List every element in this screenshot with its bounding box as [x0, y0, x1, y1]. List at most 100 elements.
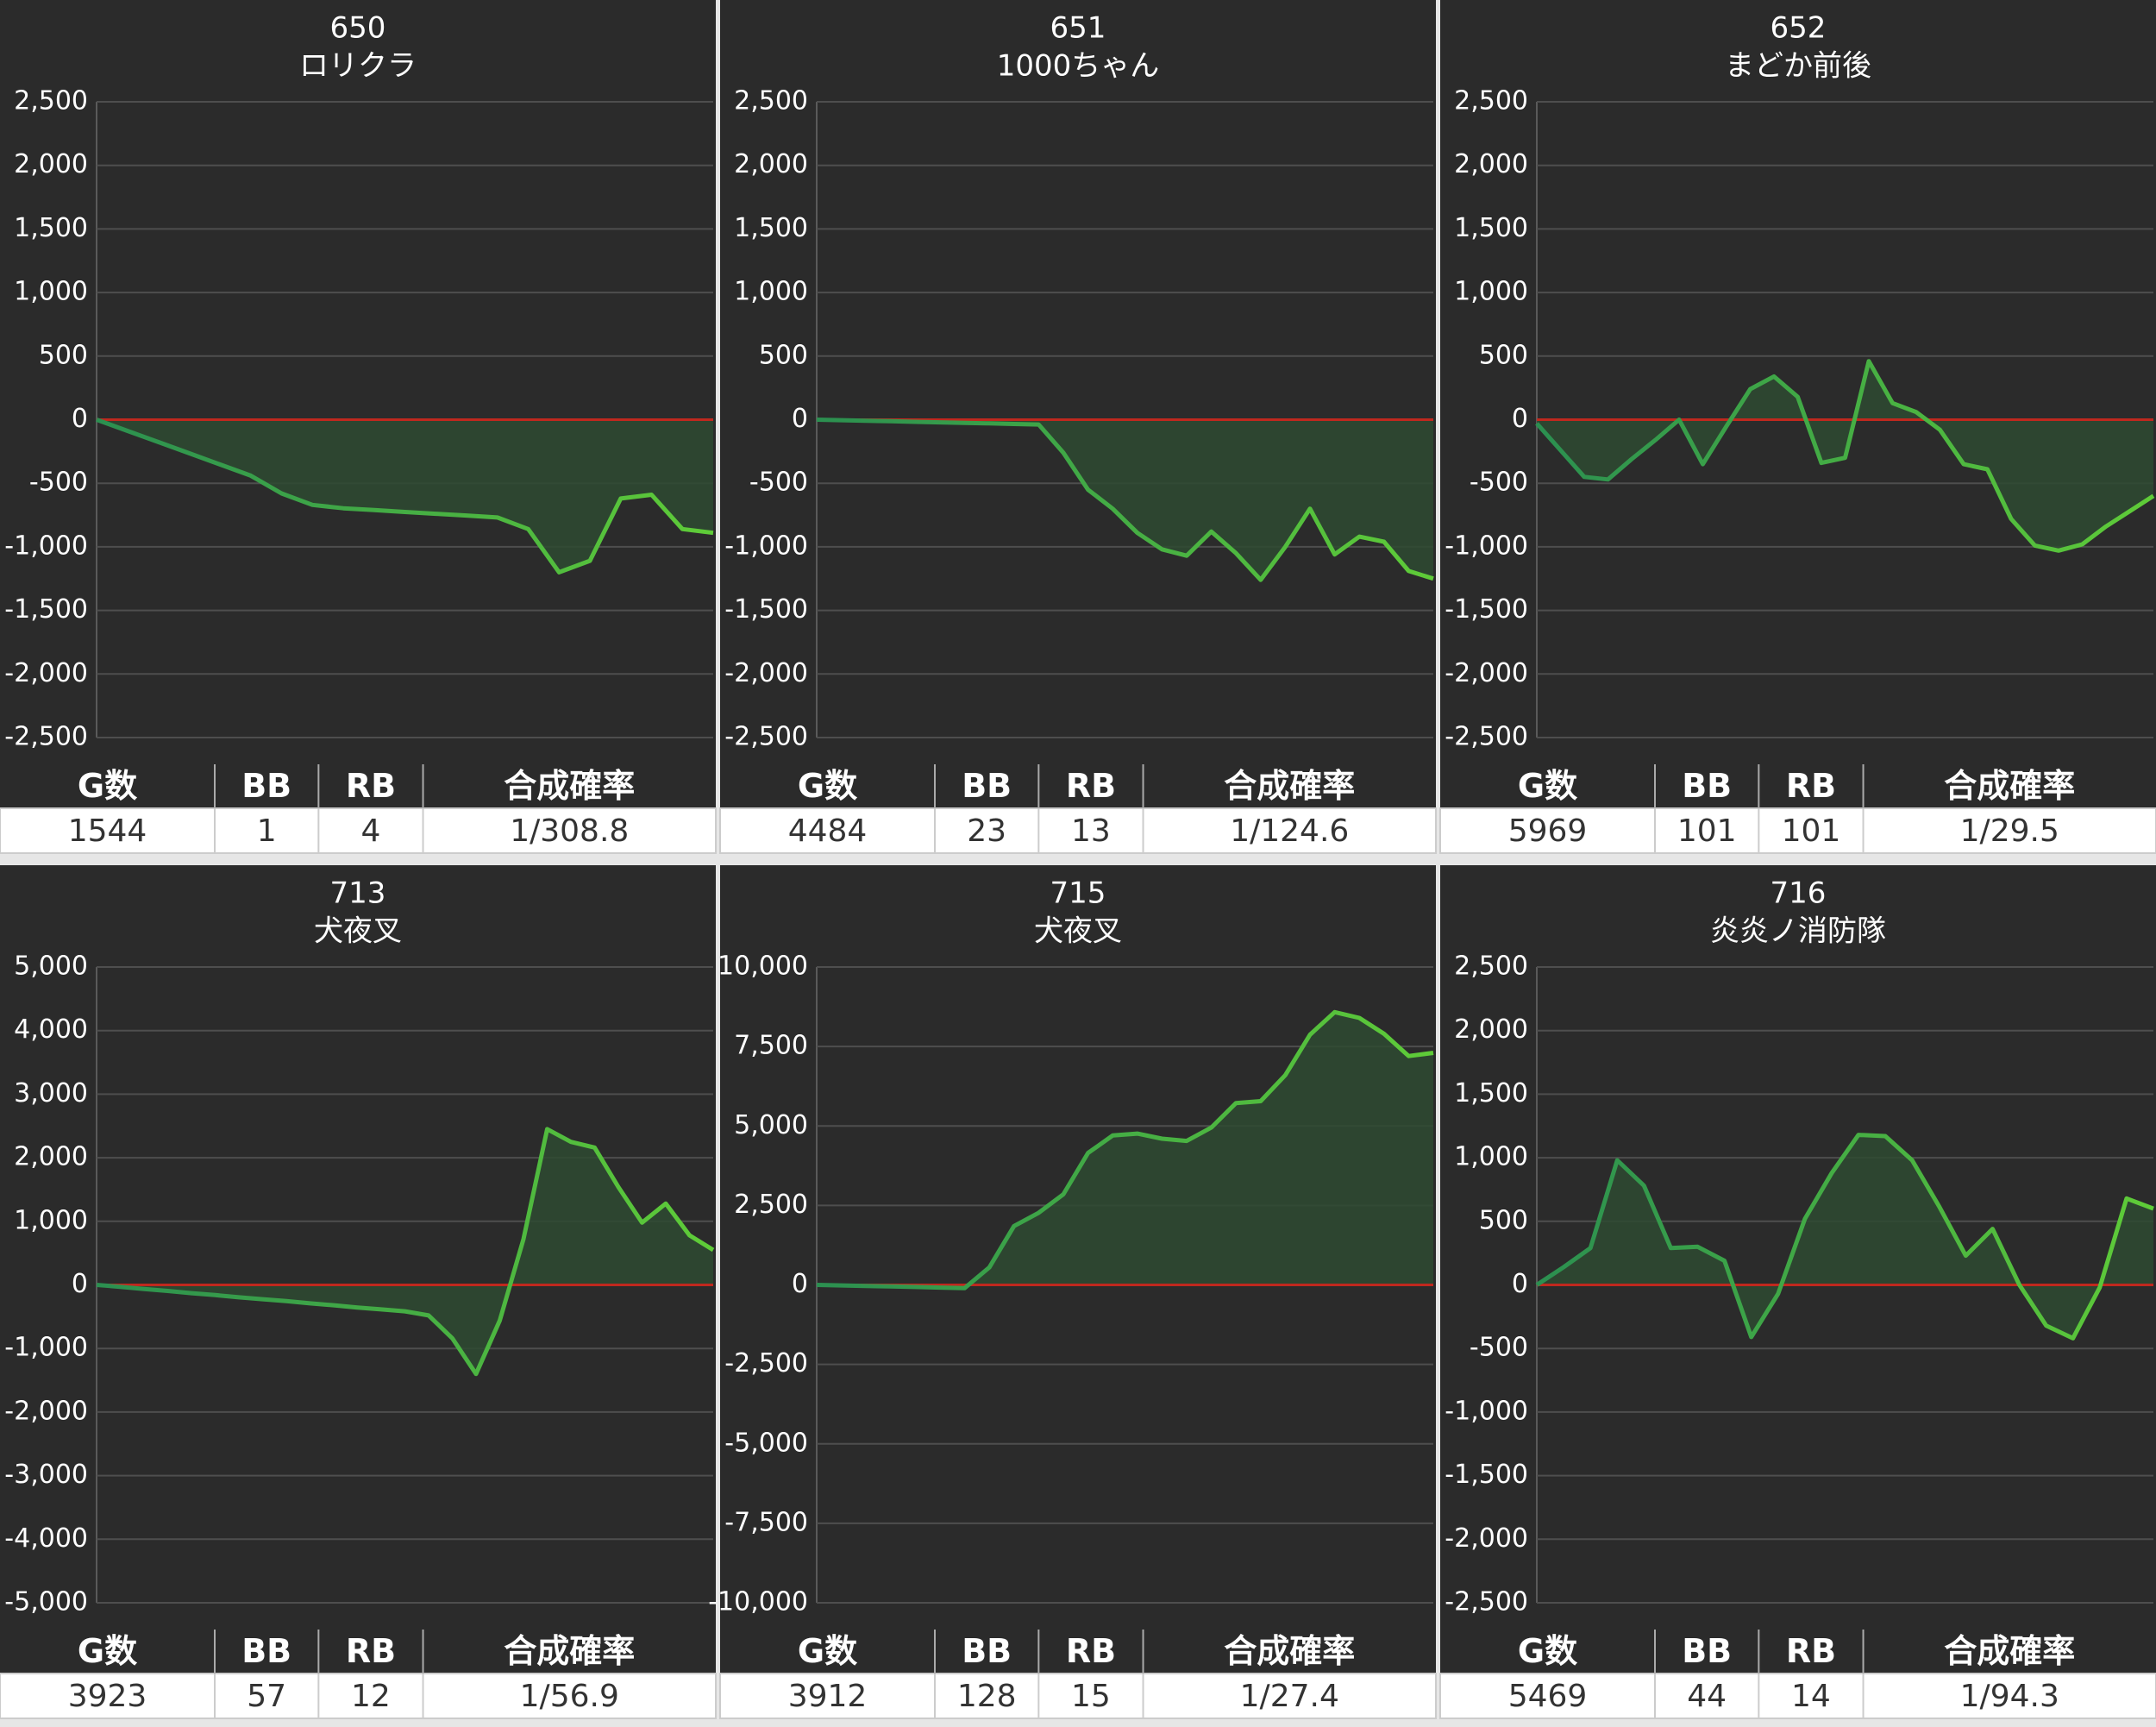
table-header: BB: [962, 767, 1012, 805]
y-tick-label: -1,500: [724, 594, 808, 625]
line: [816, 1009, 1434, 1291]
area: [97, 419, 713, 573]
area: [817, 419, 1433, 581]
y-tick-label: -500: [29, 468, 88, 498]
y-tick-label: -2,000: [4, 658, 88, 688]
area: [817, 1012, 1433, 1289]
table-header: G数: [798, 767, 857, 805]
y-tick-label: -1,000: [1445, 1396, 1528, 1426]
y-tick-label: 2,500: [734, 1190, 808, 1220]
table-header: BB: [962, 1632, 1012, 1670]
table-cell: 128: [957, 1679, 1017, 1714]
y-tick-label: -1,000: [4, 1333, 88, 1363]
chart-subtitle: 犬夜叉: [314, 914, 402, 949]
y-tick-label: 500: [39, 340, 88, 370]
y-tick-label: 3,000: [14, 1078, 88, 1108]
y-tick-label: 1,000: [14, 277, 88, 307]
y-tick-label: 1,000: [1454, 1142, 1528, 1172]
y-tick-label: 1,500: [734, 213, 808, 243]
table-header: RB: [346, 1632, 396, 1670]
area: [1537, 1134, 2153, 1339]
y-tick-label: -500: [1470, 1333, 1528, 1363]
chart-title: 716: [1771, 876, 1827, 911]
table-cell: 44: [1687, 1679, 1727, 1714]
table-row-bg: [0, 1673, 717, 1719]
table-header: BB: [1682, 767, 1732, 805]
table-header: RB: [1066, 767, 1116, 805]
y-tick-label: 2,000: [1454, 1014, 1528, 1045]
y-tick-label: 0: [792, 1269, 808, 1299]
chart-subtitle: 1000ちゃん: [997, 49, 1160, 84]
y-tick-label: 1,000: [14, 1205, 88, 1235]
table-row-bg: [1439, 807, 2156, 854]
y-tick-label: 500: [759, 340, 808, 370]
table-cell: 101: [1677, 813, 1737, 849]
table-header-bg: [0, 764, 716, 808]
y-tick-label: -2,000: [1445, 658, 1528, 688]
table-row-bg: [0, 807, 717, 854]
line: [1535, 1133, 2154, 1341]
y-tick-label: -7,500: [724, 1507, 808, 1537]
y-tick-label: 7,500: [734, 1031, 808, 1061]
panel-background: [0, 0, 716, 764]
table-cell: 1/29.5: [1960, 813, 2059, 849]
chart-subtitle: まどか前後: [1725, 49, 1871, 84]
table-cell: 3923: [68, 1679, 147, 1714]
table-header: RB: [346, 767, 396, 805]
table-cell: 1/56.9: [520, 1679, 619, 1714]
table-cell: 57: [247, 1679, 286, 1714]
table-cell: 5469: [1508, 1679, 1588, 1714]
y-tick-label: 2,000: [14, 1142, 88, 1172]
y-tick-label: 10,000: [718, 951, 808, 982]
y-tick-label: -1,500: [1445, 1460, 1528, 1490]
y-tick-label: 5,000: [14, 951, 88, 982]
table-cell: 1: [257, 813, 277, 849]
chart-title: 715: [1050, 876, 1106, 911]
table-header: RB: [1786, 767, 1836, 805]
table-header: G数: [798, 1632, 857, 1670]
y-tick-label: -10,000: [708, 1587, 808, 1617]
table-cell: 4: [360, 813, 380, 849]
y-tick-label: -5,000: [4, 1587, 88, 1617]
y-tick-label: -2,000: [1445, 1523, 1528, 1554]
y-tick-label: 5,000: [734, 1110, 808, 1140]
y-tick-label: 4,000: [14, 1014, 88, 1045]
table-header-bg: [0, 1630, 716, 1674]
y-tick-label: 2,500: [14, 86, 88, 116]
area: [97, 1128, 713, 1374]
line: [96, 1127, 715, 1377]
y-tick-label: -1,000: [1445, 531, 1528, 561]
y-tick-label: 2,500: [1454, 951, 1528, 982]
table-header: 合成確率: [1224, 767, 1355, 805]
table-header: RB: [1066, 1632, 1116, 1670]
table-cell: 1/94.3: [1960, 1679, 2059, 1714]
y-tick-label: 500: [1479, 340, 1528, 370]
table-header: G数: [78, 767, 137, 805]
table-header: 合成確率: [1224, 1632, 1355, 1670]
table-cell: 1/124.6: [1230, 813, 1349, 849]
y-tick-label: -2,000: [4, 1396, 88, 1426]
y-tick-label: 2,000: [734, 149, 808, 179]
table-header: 合成確率: [1944, 767, 2075, 805]
y-tick-label: -5,000: [724, 1428, 808, 1458]
table-row-bg: [1439, 1673, 2156, 1719]
y-tick-label: 2,000: [1454, 149, 1528, 179]
y-tick-label: -2,500: [4, 722, 88, 752]
table-header-bg: [720, 1630, 1436, 1674]
table-row-bg: [719, 1673, 1437, 1719]
table-header-bg: [1440, 764, 2156, 808]
table-cell: 3912: [788, 1679, 868, 1714]
y-tick-label: 2,000: [14, 149, 88, 179]
y-tick-label: 1,500: [1454, 1078, 1528, 1108]
line: [816, 418, 1434, 582]
y-tick-label: -2,500: [1445, 1587, 1528, 1617]
y-tick-label: -4,000: [4, 1523, 88, 1554]
y-tick-label: -2,500: [724, 722, 808, 752]
table-header: BB: [1682, 1632, 1732, 1670]
table-cell: 13: [1071, 813, 1111, 849]
table-cell: 4484: [788, 813, 868, 849]
table-cell: 14: [1791, 1679, 1831, 1714]
y-tick-label: -3,000: [4, 1460, 88, 1490]
y-tick-label: -1,000: [724, 531, 808, 561]
